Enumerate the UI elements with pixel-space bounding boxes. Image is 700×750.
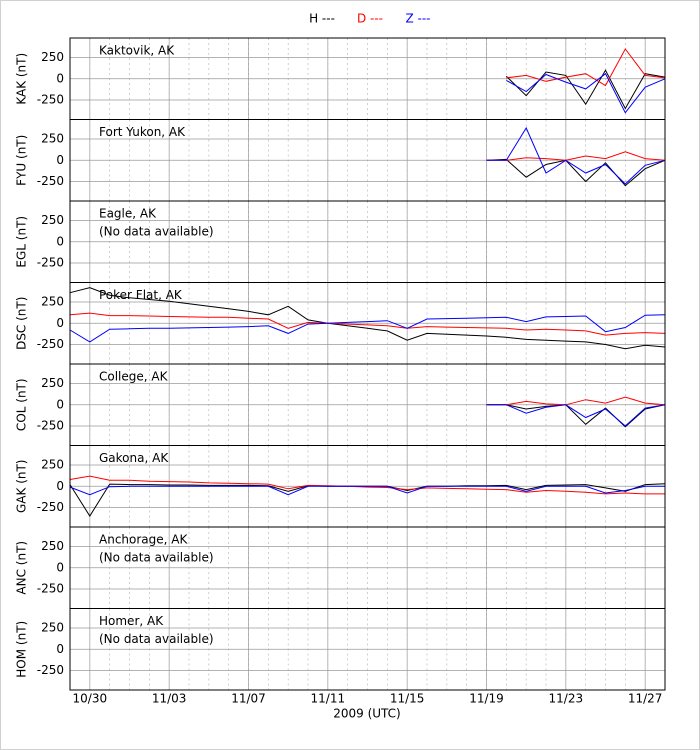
panel: -250 0 250 Fort Yukon, AK FYU (nT) xyxy=(15,119,666,202)
station-title: Fort Yukon, AK xyxy=(99,125,186,139)
x-tick-label: 11/07 xyxy=(231,692,266,706)
y-tick-label: -250 xyxy=(37,174,64,188)
y-tick-label: 0 xyxy=(56,560,64,574)
station-title: Homer, AK xyxy=(99,614,164,628)
y-axis-label: HOM (nT) xyxy=(15,621,29,678)
y-tick-label: -250 xyxy=(37,663,64,677)
x-axis-label: 2009 (UTC) xyxy=(333,707,401,721)
y-axis-label: DSC (nT) xyxy=(15,297,29,350)
y-tick-label: 0 xyxy=(56,479,64,493)
y-tick-label: 0 xyxy=(56,316,64,330)
panel: -250 0 250 Eagle, AK (No data available) EGL … xyxy=(15,200,666,283)
panel: -250 0 250 Gakona, AK GAK (nT) xyxy=(15,445,666,528)
y-tick-label: -250 xyxy=(37,255,64,269)
series-line xyxy=(69,287,666,350)
panel: -250 0 250 Poker Flat, AK DSC (nT) xyxy=(15,282,666,365)
y-tick-label: -250 xyxy=(37,92,64,106)
panel-frame xyxy=(69,608,666,691)
station-title: Kaktovik, AK xyxy=(99,44,175,58)
y-axis-label: FYU (nT) xyxy=(15,135,29,186)
series-line xyxy=(69,475,665,495)
series-line xyxy=(69,485,665,496)
y-axis-label: EGL (nT) xyxy=(15,216,29,268)
x-tick-label: 10/30 xyxy=(73,692,108,706)
y-tick-label: 250 xyxy=(41,213,64,227)
station-title: Poker Flat, AK xyxy=(99,288,183,302)
station-title: Anchorage, AK xyxy=(99,533,188,547)
y-tick-label: 250 xyxy=(41,621,64,635)
no-data-message: (No data available) xyxy=(99,551,214,565)
series-line xyxy=(69,314,666,343)
y-tick-label: 250 xyxy=(41,539,64,553)
x-tick-label: 11/27 xyxy=(628,692,663,706)
y-axis-label: COL (nT) xyxy=(15,378,29,431)
legend-entry: D --- xyxy=(357,12,383,26)
x-tick-label: 11/19 xyxy=(469,692,504,706)
no-data-message: (No data available) xyxy=(99,225,214,239)
series-line xyxy=(486,158,666,187)
series-line xyxy=(486,404,666,428)
x-tick-label: 11/15 xyxy=(390,692,425,706)
y-axis-label: ANC (nT) xyxy=(15,541,29,595)
y-tick-label: 250 xyxy=(41,295,64,309)
y-tick-label: -250 xyxy=(37,337,64,351)
series-line xyxy=(506,48,666,87)
legend-entry: Z --- xyxy=(405,12,430,26)
x-tick-label: 11/03 xyxy=(152,692,187,706)
panel: -250 0 250 Homer, AK (No data available) HOM … xyxy=(15,608,666,691)
station-title: Gakona, AK xyxy=(99,451,169,465)
y-tick-label: 0 xyxy=(56,71,64,85)
panel: -250 0 250 College, AK COL (nT) xyxy=(15,363,666,446)
series-line xyxy=(486,396,666,406)
series-line xyxy=(486,126,666,185)
station-title: College, AK xyxy=(99,370,169,384)
panel: -250 0 250 Anchorage, AK (No data available)… xyxy=(15,526,666,609)
y-axis-label: KAK (nT) xyxy=(15,53,29,105)
y-tick-label: 250 xyxy=(41,132,64,146)
y-tick-label: -250 xyxy=(37,418,64,432)
no-data-message: (No data available) xyxy=(99,632,214,646)
y-tick-label: 0 xyxy=(56,642,64,656)
x-tick-label: 11/11 xyxy=(311,692,346,706)
legend-entry: H --- xyxy=(309,12,335,26)
y-axis-label: GAK (nT) xyxy=(15,460,29,514)
y-tick-label: 250 xyxy=(41,376,64,390)
panel: -250 0 250 Kaktovik, AK KAK (nT) xyxy=(15,37,666,120)
y-tick-label: 0 xyxy=(56,234,64,248)
station-title: Eagle, AK xyxy=(99,207,157,221)
series-line xyxy=(506,72,666,114)
y-tick-label: -250 xyxy=(37,581,64,595)
series-line xyxy=(69,312,666,336)
series-line xyxy=(505,69,666,110)
y-tick-label: 250 xyxy=(41,50,64,64)
series-line xyxy=(486,404,666,427)
x-tick-label: 11/23 xyxy=(549,692,584,706)
y-tick-label: 0 xyxy=(56,397,64,411)
y-tick-label: 250 xyxy=(41,458,64,472)
y-tick-label: 0 xyxy=(56,153,64,167)
y-tick-label: -250 xyxy=(37,500,64,514)
series-line xyxy=(486,151,666,161)
